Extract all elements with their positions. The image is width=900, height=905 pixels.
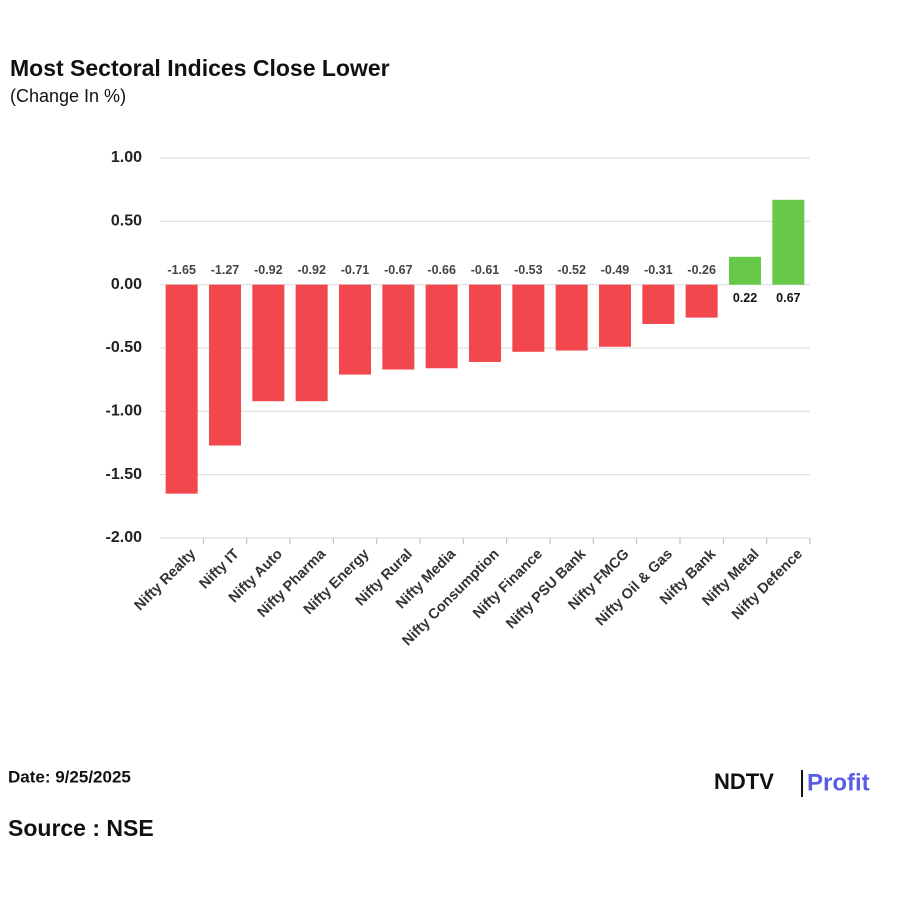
y-tick-label: 0.50	[111, 213, 142, 230]
bar	[642, 284, 675, 324]
data-label: -0.26	[687, 263, 716, 277]
data-label: 0.67	[776, 291, 800, 305]
bar	[729, 256, 761, 285]
bar	[295, 284, 328, 402]
y-tick-label: -2.00	[106, 529, 143, 546]
data-label: -0.67	[384, 263, 413, 277]
data-label: -1.27	[211, 263, 240, 277]
y-tick-label: 1.00	[111, 149, 142, 166]
data-label: -0.31	[644, 263, 673, 277]
data-label: -0.53	[514, 263, 543, 277]
data-label: -0.52	[557, 263, 586, 277]
y-tick-label: -0.50	[106, 339, 143, 356]
bar	[209, 284, 241, 446]
bar	[599, 284, 631, 347]
chart-title: Most Sectoral Indices Close Lower	[10, 55, 390, 81]
bar	[425, 284, 458, 369]
y-tick-label: -1.00	[106, 403, 143, 420]
y-tick-label: -1.50	[106, 466, 143, 483]
brand-profit: Profit	[807, 769, 870, 796]
bar	[339, 284, 371, 375]
data-label: 0.22	[733, 291, 757, 305]
data-label: -0.66	[427, 263, 456, 277]
bar	[252, 284, 285, 402]
bar	[512, 284, 545, 352]
bar	[772, 199, 805, 285]
data-label: -0.71	[341, 263, 370, 277]
brand-ndtv: NDTV	[714, 769, 774, 794]
bar	[469, 284, 501, 362]
bar	[382, 284, 415, 370]
y-tick-label: 0.00	[111, 276, 142, 293]
data-label: -0.92	[254, 263, 283, 277]
chart-subtitle: (Change In %)	[10, 86, 126, 106]
data-label: -0.49	[601, 263, 630, 277]
data-label: -0.61	[471, 263, 500, 277]
data-label: -1.65	[167, 263, 196, 277]
bar	[685, 284, 718, 318]
source: Source : NSE	[8, 815, 154, 841]
date: Date: 9/25/2025	[8, 767, 131, 786]
bar	[555, 284, 588, 351]
data-label: -0.92	[297, 263, 326, 277]
bar	[165, 284, 198, 494]
